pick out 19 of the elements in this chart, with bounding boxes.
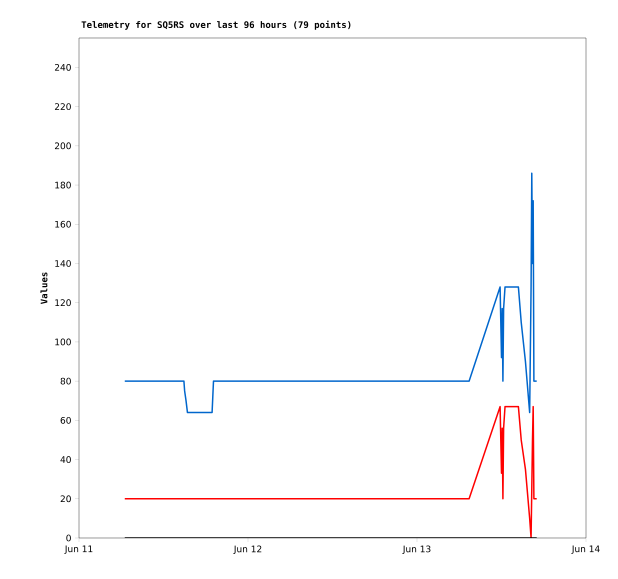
y-axis-title: Values xyxy=(40,272,48,304)
y-tick-label: 100 xyxy=(55,338,71,346)
y-tick-label: 160 xyxy=(55,220,71,228)
x-tick-label: Jun 11 xyxy=(64,546,92,554)
x-tick-label: Jun 13 xyxy=(402,546,430,554)
y-tick-label: 120 xyxy=(55,299,71,306)
chart-title: Telemetry for SQ5RS over last 96 hours (79 points) xyxy=(82,20,350,30)
y-tick-label: 180 xyxy=(55,182,71,188)
y-tick-label: 40 xyxy=(60,456,71,463)
y-tick-label: 80 xyxy=(60,378,71,385)
y-tick-label: 200 xyxy=(54,142,71,150)
y-tick-label: 60 xyxy=(60,416,71,424)
x-tick-label: Jun 14 xyxy=(571,546,600,554)
y-tick-label: 240 xyxy=(54,64,71,71)
y-tick-label: 20 xyxy=(60,495,71,502)
x-tick-label: Jun 12 xyxy=(233,546,262,554)
y-tick-label: 140 xyxy=(55,260,71,267)
y-tick-label: 0 xyxy=(66,534,71,542)
y-tick-label: 220 xyxy=(54,103,71,110)
